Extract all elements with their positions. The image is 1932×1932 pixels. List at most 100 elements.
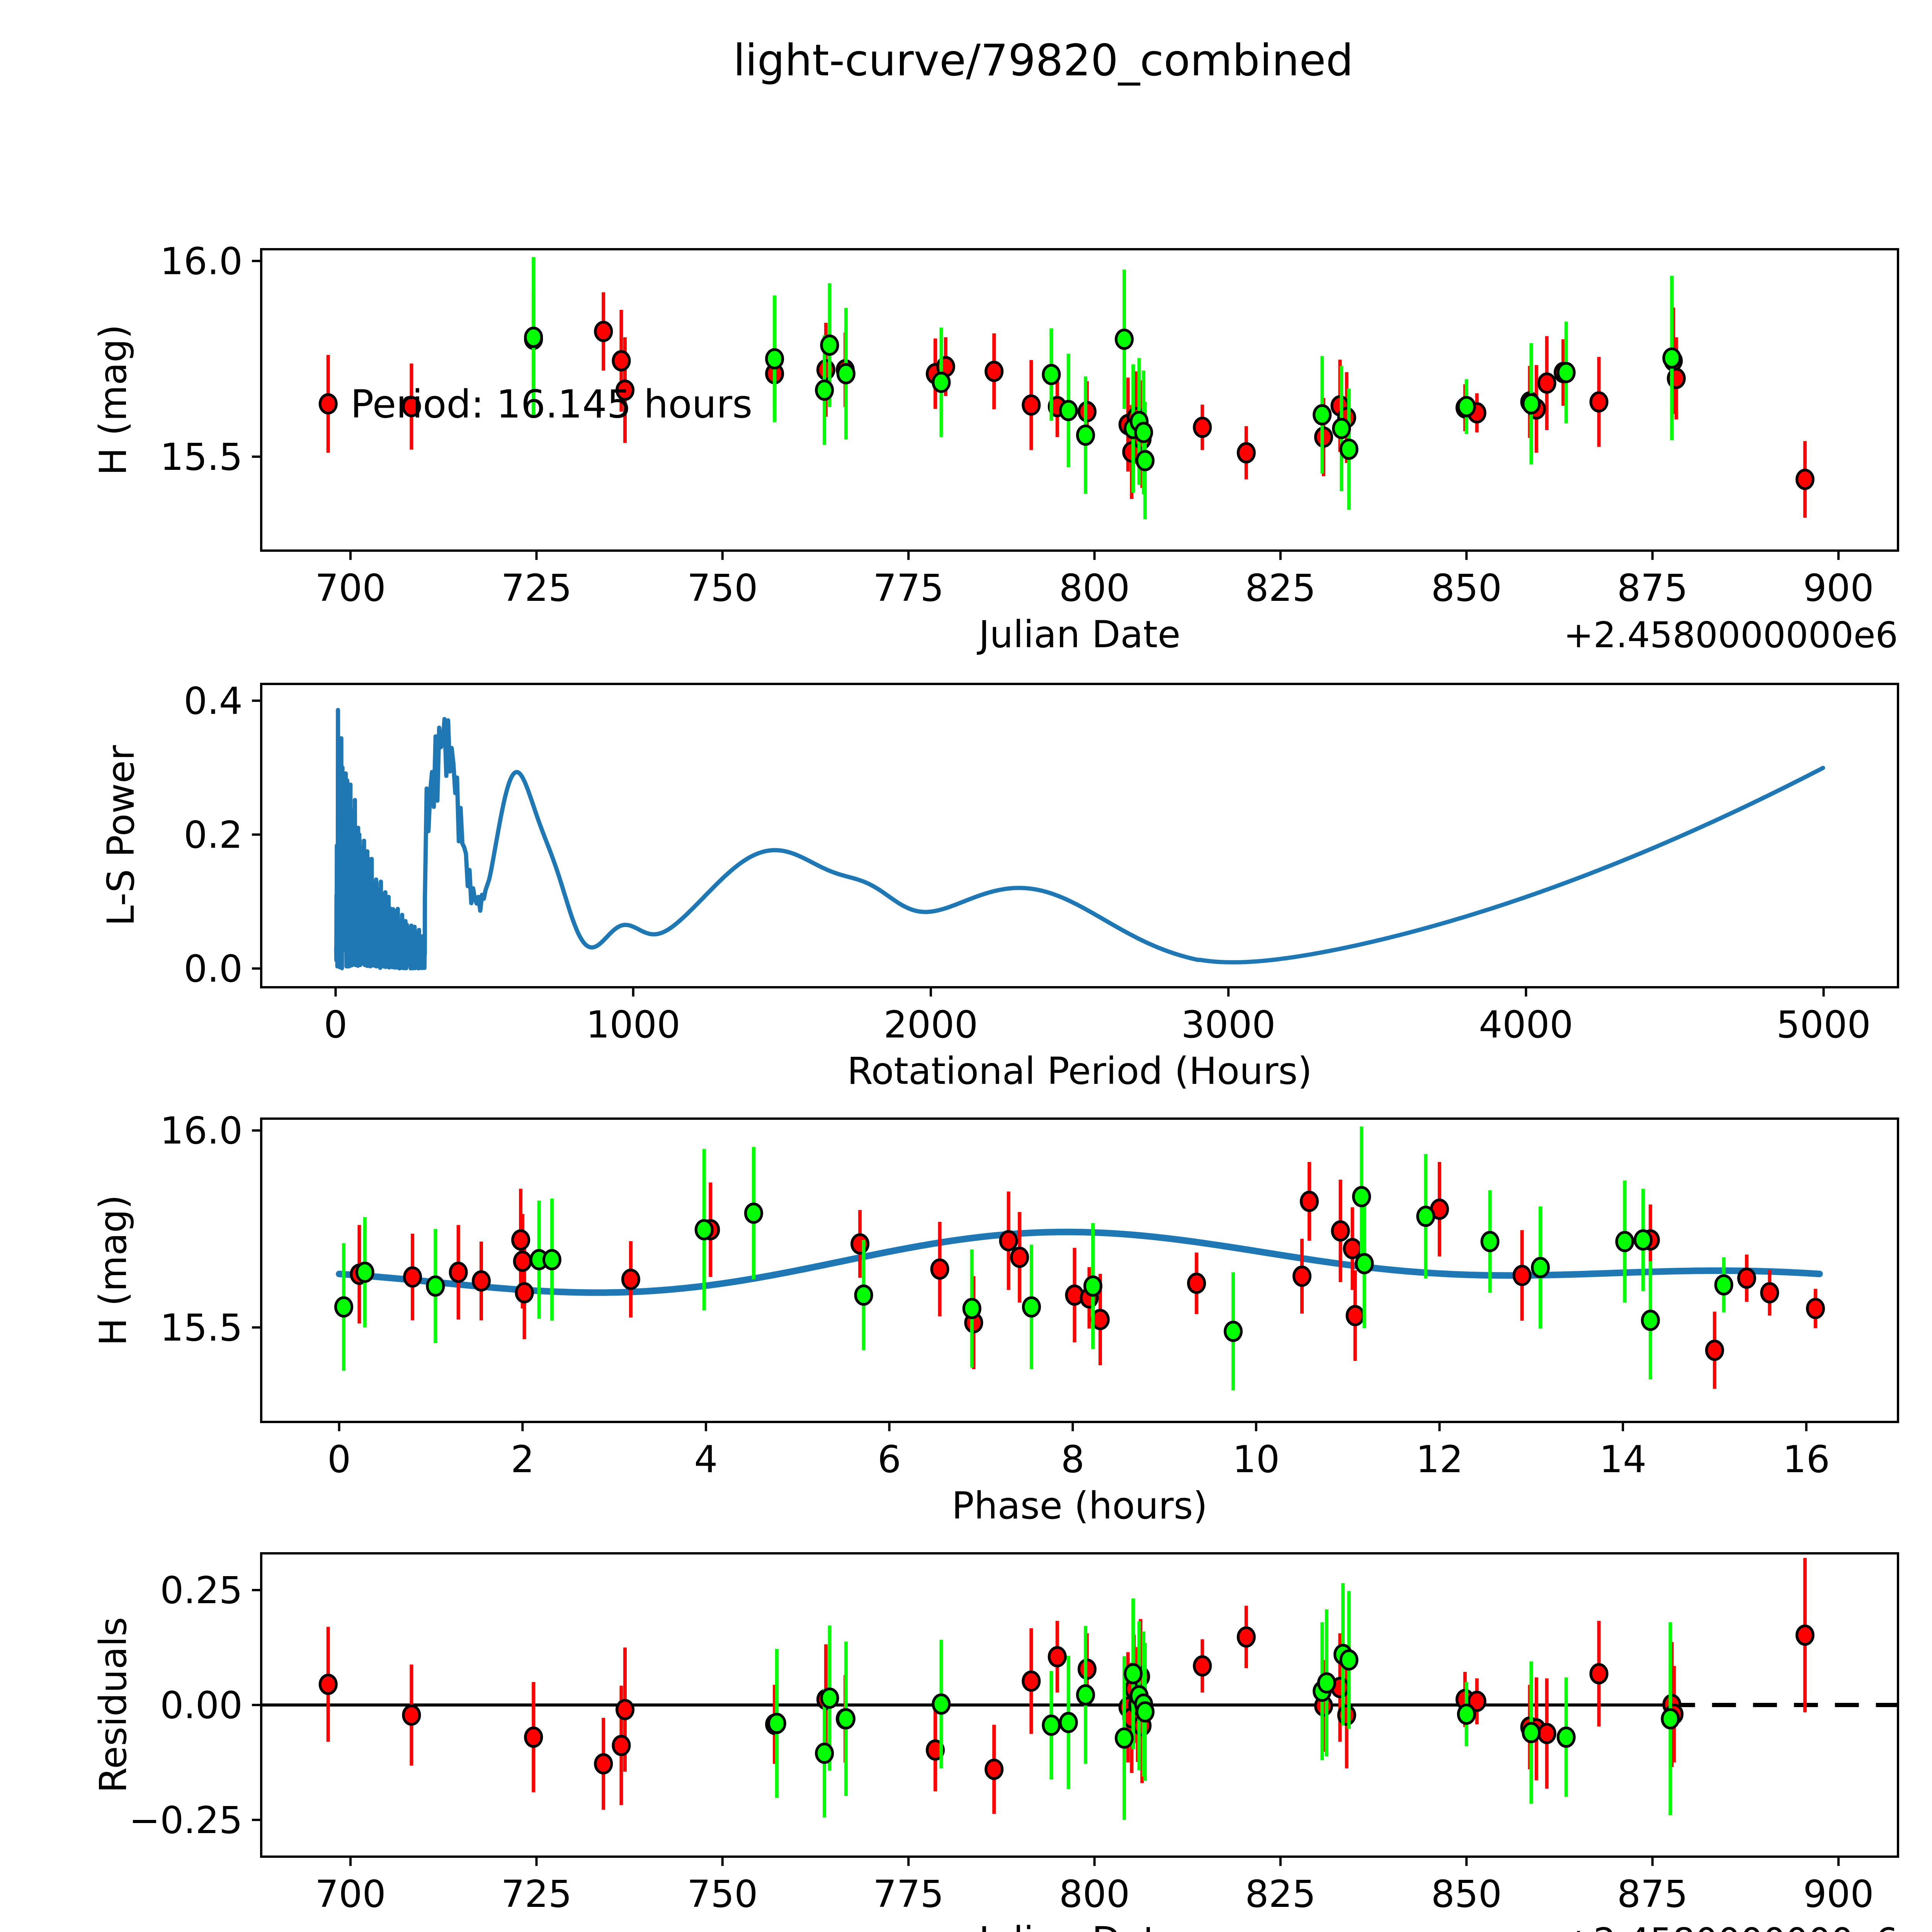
data-point [1134,422,1153,443]
data-point [1236,1626,1256,1648]
data-point [1795,1624,1815,1646]
data-point [1556,362,1576,383]
y-tick-label: 0.00 [160,1684,243,1727]
panel-lomb-scargle-periodogram: 0 1000 2000 3000 4000 5000 0.0 0.2 0.4 Rotational… [99,679,1899,1093]
data-point [1317,1672,1336,1694]
x-tick-label: 825 [1245,566,1316,610]
figure-title: light-curve/79820_combined [733,36,1354,86]
data-point [1313,404,1332,425]
data-point [1010,1247,1029,1268]
panel-group: 700 725 750 775 800 825 850 875 90015.516.0Julia… [92,240,1899,1932]
series-green [767,1583,1680,1820]
x-tick-label: 3000 [1181,1003,1276,1046]
x-axis-label: Rotational Period (Hours) [847,1049,1312,1093]
data-point [594,321,613,342]
data-point [1661,1708,1680,1730]
data-point [1537,372,1556,394]
x-tick-label: 5000 [1776,1003,1871,1046]
data-point [1135,1701,1155,1723]
x-tick-label: 2000 [884,1003,978,1046]
data-point [1124,1663,1143,1685]
x-axis-offset-label: +2.4580000000e6 [1564,614,1898,656]
x-tick-label: 725 [501,1872,572,1916]
x-tick-label: 700 [315,566,386,610]
x-tick-label: 850 [1431,1872,1502,1916]
data-point [1337,1704,1356,1726]
data-point [1059,1712,1078,1733]
x-tick-label: 800 [1059,566,1130,610]
data-point [426,1275,445,1297]
data-point [1480,1231,1500,1252]
data-point [1522,1722,1541,1743]
y-tick-label: 0.4 [184,679,243,723]
x-axis-label: Phase (hours) [952,1484,1208,1527]
x-tick-label: 14 [1599,1438,1646,1481]
data-point [1042,364,1061,385]
x-tick-label: 750 [687,566,758,610]
plot-area-phased-lightcurve [334,1126,1825,1391]
data-point [1115,328,1134,350]
data-point [513,1250,532,1272]
plot-area-lomb-scargle-periodogram [334,708,1825,971]
data-point [511,1229,531,1251]
data-point [1083,1275,1102,1297]
data-point [744,1202,763,1224]
data-point [1662,347,1682,369]
y-axis-label: H (mag) [92,325,135,476]
data-point [403,1266,422,1288]
data-point [318,1673,338,1695]
data-point [1343,1238,1362,1259]
data-point [1531,1257,1550,1278]
data-point [1115,1727,1134,1749]
data-point [621,1269,640,1290]
x-axis-label: Julian Date [977,1919,1180,1932]
data-point [1331,1220,1350,1242]
data-point [985,361,1004,382]
x-tick-label: 800 [1059,1872,1130,1916]
panel-residuals: 700 725 750 775 800 825 850 875 900 −0.25 0.00 0.25… [92,1552,1899,1932]
data-point [1556,1726,1576,1748]
x-tick-label: 775 [873,566,944,610]
data-point [850,1233,870,1255]
data-point [1059,400,1078,421]
x-tick-label: 0 [327,1438,351,1481]
data-point [820,334,839,356]
panel-lightcurve-time: 700 725 750 775 800 825 850 875 900 15.5 16.0 Julia… [92,240,1899,656]
x-tick-label: 875 [1617,566,1688,610]
data-point [318,393,338,415]
x-tick-label: 775 [873,1872,944,1916]
x-tick-label: 4000 [1479,1003,1573,1046]
data-point [1352,1186,1371,1208]
y-axis-label: H (mag) [92,1195,135,1346]
periodogram-curve [334,708,1825,971]
data-point [1300,1190,1319,1212]
data-point [1355,1253,1374,1274]
data-point [1512,1265,1532,1286]
data-point [1633,1229,1653,1251]
data-point [472,1270,491,1292]
x-tick-label: 750 [687,1872,758,1916]
data-point [449,1262,468,1283]
data-point [985,1759,1004,1780]
y-tick-label: 16.0 [160,240,243,283]
period-annotation: Period: 16.145 hours [350,382,752,427]
y-tick-label: 0.2 [184,813,243,857]
data-point [1760,1282,1779,1304]
axes-frame [260,1117,1899,1423]
y-tick-label: 15.5 [160,1306,243,1349]
data-point [1714,1274,1733,1296]
x-tick-label: 725 [501,566,572,610]
data-point [1522,393,1541,415]
data-point [1076,1684,1095,1706]
x-tick-label: 850 [1431,566,1502,610]
x-tick-label: 6 [878,1438,901,1481]
data-point [1416,1206,1435,1227]
data-point [926,1739,945,1761]
data-point [1339,439,1359,460]
x-tick-label: 4 [694,1438,718,1481]
data-point [1022,394,1041,416]
x-tick-label: 10 [1233,1438,1280,1481]
data-point [1135,450,1155,471]
data-point [1022,1670,1041,1692]
